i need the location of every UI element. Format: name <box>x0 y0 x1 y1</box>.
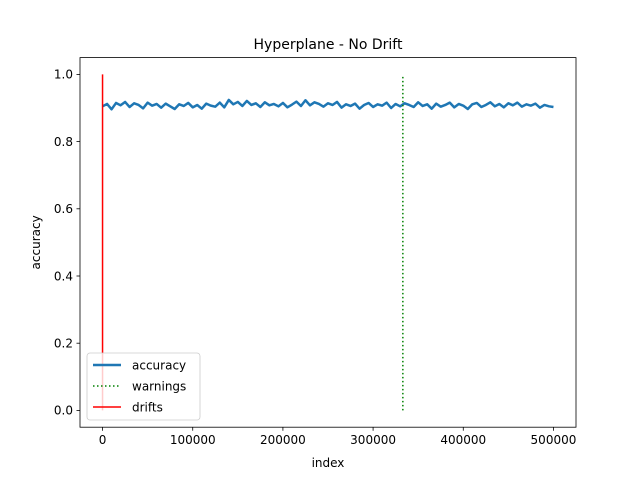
y-axis-label: accuracy <box>29 215 43 269</box>
legend-label-drifts: drifts <box>132 401 163 415</box>
x-tick-label: 400000 <box>440 433 486 447</box>
x-tick-label: 100000 <box>170 433 216 447</box>
legend-label-accuracy: accuracy <box>132 359 186 373</box>
plot-frame <box>79 57 577 428</box>
x-ticks: 0 100000 200000 300000 400000 500000 <box>99 427 577 447</box>
x-tick-label: 200000 <box>260 433 306 447</box>
x-tick-label: 0 <box>99 433 107 447</box>
y-tick-label: 0.8 <box>54 135 73 149</box>
x-axis-label: index <box>312 456 345 470</box>
series-accuracy-line <box>101 98 554 111</box>
y-tick-label: 1.0 <box>54 68 73 82</box>
y-tick-label: 0.6 <box>54 202 73 216</box>
y-tick-label: 0.2 <box>54 337 73 351</box>
legend: accuracy warnings drifts <box>86 352 201 421</box>
legend-label-warnings: warnings <box>132 380 186 394</box>
x-tick-label: 300000 <box>350 433 396 447</box>
y-tick-label: 0.0 <box>54 404 73 418</box>
y-ticks: 0.0 0.2 0.4 0.6 0.8 1.0 <box>54 68 80 418</box>
y-tick-label: 0.4 <box>54 269 73 283</box>
chart-title: Hyperplane - No Drift <box>254 37 403 53</box>
legend-box <box>86 352 201 421</box>
x-tick-label: 500000 <box>531 433 577 447</box>
